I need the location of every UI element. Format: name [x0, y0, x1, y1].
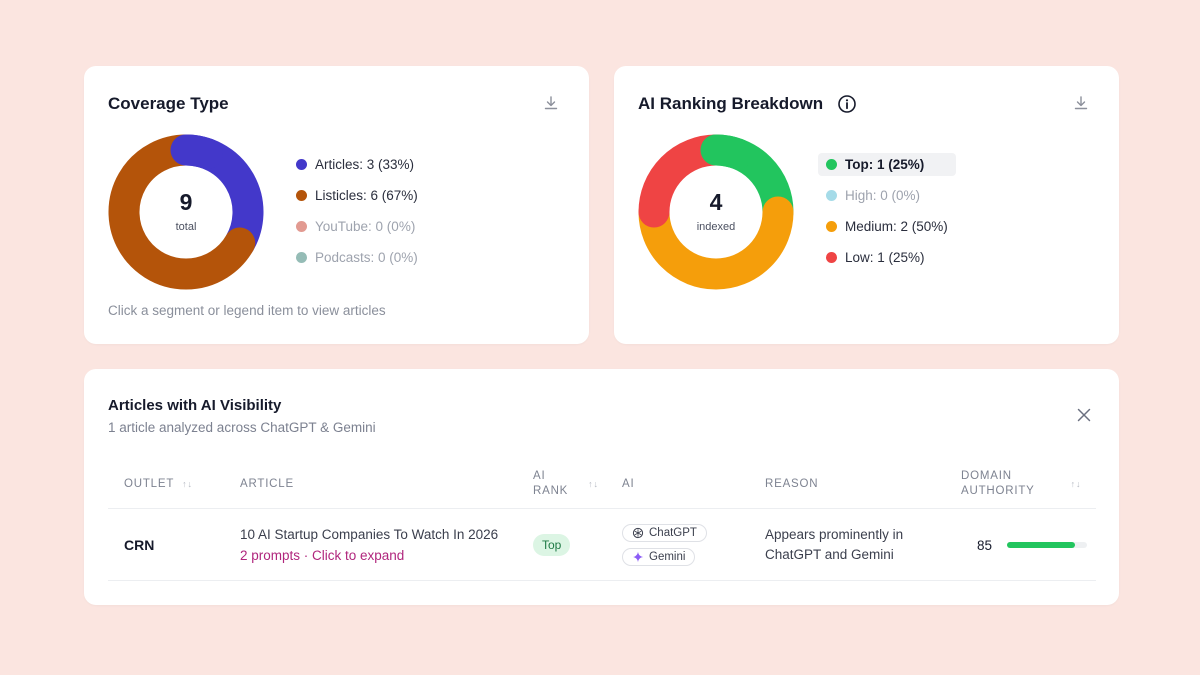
outlet-cell: CRN: [124, 509, 154, 581]
ranking-total-label: indexed: [696, 221, 736, 233]
legend-label: Listicles: 6 (67%): [315, 188, 418, 203]
ranking-legend-item[interactable]: High: 0 (0%): [818, 184, 956, 207]
ranking-donut-segment[interactable]: [638, 196, 794, 290]
sort-icon[interactable]: ↑↓: [588, 479, 599, 489]
info-icon[interactable]: [837, 94, 857, 114]
legend-label: Top: 1 (25%): [845, 157, 925, 172]
coverage-type-title: Coverage Type: [108, 94, 229, 113]
coverage-donut-chart: [108, 134, 264, 290]
articles-ai-visibility-card: Articles with AI Visibility 1 article an…: [84, 369, 1119, 605]
ranking-donut-center: 4 indexed: [635, 131, 797, 293]
legend-label: High: 0 (0%): [845, 188, 921, 203]
article-title: 10 AI Startup Companies To Watch In 2026: [240, 527, 499, 542]
expand-prompts-link[interactable]: 2 prompts · Click to expand: [240, 548, 405, 563]
articles-subtitle: 1 article analyzed across ChatGPT & Gemi…: [108, 420, 376, 435]
ranking-donut-chart: [638, 134, 794, 290]
domain-authority-value: 85: [977, 537, 993, 553]
legend-label: YouTube: 0 (0%): [315, 219, 416, 234]
articles-table-header: OUTLET ↑↓ ARTICLE AI RANK ↑↓ AI REASON D…: [108, 459, 1096, 509]
ai-rank-cell: Top: [533, 509, 571, 581]
ai-ranking-card: AI Ranking Breakdown 4 indexed Top: 1 (2…: [614, 66, 1119, 344]
sort-icon[interactable]: ↑↓: [1070, 479, 1082, 489]
ranking-total: 4: [709, 189, 723, 215]
coverage-total-label: total: [175, 221, 197, 233]
ranking-legend: Top: 1 (25%) High: 0 (0%) Medium: 2 (50%) L…: [818, 153, 956, 277]
domain-authority-cell: 85: [977, 509, 1087, 581]
gemini-sparkle-icon: [632, 551, 644, 563]
legend-label: Podcasts: 0 (0%): [315, 250, 418, 265]
download-icon[interactable]: [543, 95, 559, 111]
column-header-reason: REASON: [765, 477, 819, 490]
column-header-ai-rank[interactable]: AI RANK ↑↓: [533, 470, 599, 497]
ranking-donut-segment-cap: [700, 134, 753, 170]
coverage-donut: 9 total: [105, 131, 267, 293]
table-row[interactable]: CRN 10 AI Startup Companies To Watch In …: [108, 509, 1096, 581]
reason-cell: Appears prominently in ChatGPT and Gemin…: [765, 509, 925, 581]
coverage-legend-item[interactable]: Listicles: 6 (67%): [288, 184, 426, 207]
legend-dot: [296, 252, 307, 263]
legend-dot: [296, 190, 307, 201]
download-icon[interactable]: [1073, 95, 1089, 111]
coverage-hint: Click a segment or legend item to view a…: [108, 303, 386, 318]
coverage-legend-item[interactable]: YouTube: 0 (0%): [288, 215, 426, 238]
legend-label: Articles: 3 (33%): [315, 157, 415, 172]
column-header-outlet[interactable]: OUTLET ↑↓: [124, 477, 193, 490]
article-cell: 10 AI Startup Companies To Watch In 2026…: [240, 509, 498, 581]
legend-dot: [296, 221, 307, 232]
column-header-article: ARTICLE: [240, 477, 294, 490]
ranking-legend-item[interactable]: Low: 1 (25%): [818, 246, 956, 269]
legend-label: Low: 1 (25%): [845, 250, 925, 265]
articles-title: Articles with AI Visibility: [108, 397, 282, 414]
ai-cell: ChatGPT Gemini: [622, 509, 707, 581]
rank-badge: Top: [533, 534, 571, 556]
ai-chip-gemini: Gemini: [622, 548, 696, 566]
coverage-donut-segment-cap: [170, 134, 223, 170]
legend-dot: [826, 252, 837, 263]
chatgpt-icon: [632, 527, 644, 539]
ai-ranking-title: AI Ranking Breakdown: [638, 94, 857, 114]
legend-dot: [826, 159, 837, 170]
sort-icon[interactable]: ↑↓: [182, 479, 193, 489]
coverage-total: 9: [179, 189, 193, 215]
domain-authority-bar: [1007, 542, 1087, 548]
coverage-legend-item[interactable]: Podcasts: 0 (0%): [288, 246, 426, 269]
reason-text: Appears prominently in ChatGPT and Gemin…: [765, 527, 904, 562]
coverage-legend-item[interactable]: Articles: 3 (33%): [288, 153, 426, 176]
column-header-domain-authority[interactable]: DOMAIN AUTHORITY ↑↓: [961, 470, 1082, 497]
domain-authority-bar-fill: [1007, 542, 1075, 548]
ranking-legend-item[interactable]: Medium: 2 (50%): [818, 215, 956, 238]
ai-chip-chatgpt: ChatGPT: [622, 524, 707, 542]
coverage-donut-segment[interactable]: [108, 134, 256, 290]
coverage-type-card: Coverage Type 9 total Articles: 3 (33%) L…: [84, 66, 589, 344]
close-icon[interactable]: [1077, 408, 1091, 422]
ranking-donut: 4 indexed: [635, 131, 797, 293]
coverage-donut-center: 9 total: [105, 131, 267, 293]
coverage-legend: Articles: 3 (33%) Listicles: 6 (67%) YouTu…: [288, 153, 426, 277]
legend-dot: [826, 221, 837, 232]
legend-label: Medium: 2 (50%): [845, 219, 948, 234]
legend-dot: [826, 190, 837, 201]
legend-dot: [296, 159, 307, 170]
column-header-ai: AI: [622, 477, 635, 490]
outlet-name: CRN: [124, 537, 155, 553]
ranking-legend-item[interactable]: Top: 1 (25%): [818, 153, 956, 176]
